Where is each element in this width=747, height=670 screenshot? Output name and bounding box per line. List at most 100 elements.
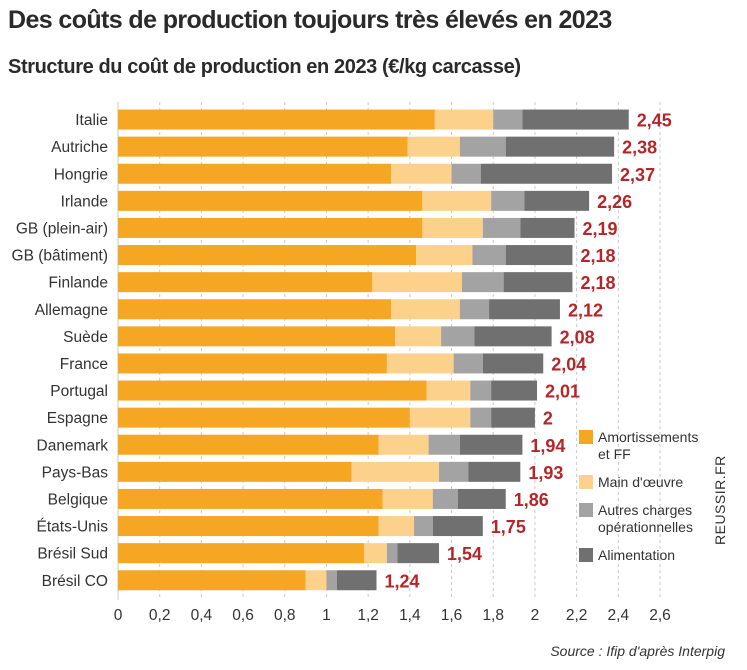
total-label: 1,75: [491, 517, 526, 537]
total-label: 2,18: [580, 273, 615, 293]
total-label: 2,26: [597, 192, 632, 212]
x-tick-label: 1,8: [482, 607, 504, 624]
bar-segment: [480, 163, 613, 184]
bar-segment: [372, 272, 462, 293]
category-label: Suède: [63, 329, 108, 346]
legend-label: Main d'œuvre: [598, 474, 683, 490]
total-label: 2,01: [545, 382, 580, 402]
legend-swatch: [579, 503, 593, 517]
legend-label: Alimentation: [598, 547, 675, 563]
bar-segment: [491, 380, 538, 401]
total-label: 2,38: [622, 138, 657, 158]
total-label: 2,19: [583, 219, 618, 239]
bar-segment: [520, 217, 575, 238]
legend-label: Amortissements: [598, 429, 698, 445]
bar-segment: [503, 272, 573, 293]
bar-segment: [432, 488, 458, 509]
bar-segment: [407, 136, 460, 157]
category-label: Belgique: [48, 491, 108, 508]
legend-label: opérationnelles: [598, 519, 693, 535]
total-label: 2,12: [568, 300, 603, 320]
total-label: 2,08: [560, 327, 595, 347]
bar-segment: [505, 136, 615, 157]
chart-subtitle: Structure du coût de production en 2023 …: [8, 56, 521, 78]
bar-segment: [470, 407, 492, 428]
bar-segment: [118, 190, 423, 211]
bar-segment: [118, 516, 379, 537]
bar-segment: [351, 461, 440, 482]
category-label: Finlande: [49, 275, 108, 292]
category-label: GB (plein-air): [16, 220, 108, 237]
category-label: France: [60, 356, 108, 373]
x-tick-label: 0: [114, 607, 123, 624]
bar-segment: [118, 434, 379, 455]
bar-segment: [386, 353, 454, 374]
bar-segment: [326, 570, 337, 591]
bar-segment: [422, 217, 483, 238]
category-label: GB (bâtiment): [12, 248, 108, 265]
bar-segment: [432, 516, 483, 537]
bar-segment: [472, 245, 506, 266]
bar-segment: [482, 353, 544, 374]
bar-segment: [118, 136, 408, 157]
bar-segment: [118, 245, 417, 266]
x-tick-label: 1,6: [441, 607, 463, 624]
bar-segment: [305, 570, 327, 591]
bar-segment: [378, 434, 429, 455]
total-label: 2,45: [637, 111, 672, 131]
category-label: Portugal: [50, 383, 108, 400]
bar-segment: [118, 272, 373, 293]
x-tick-label: 2,2: [566, 607, 588, 624]
bar-segment: [522, 109, 629, 130]
category-label: Brésil Sud: [37, 546, 108, 563]
bar-segment: [474, 326, 552, 347]
bar-segment: [118, 543, 364, 564]
legend-swatch: [579, 430, 593, 444]
bar-segment: [457, 488, 506, 509]
x-tick-label: 0,2: [149, 607, 171, 624]
bar-segment: [118, 380, 427, 401]
bar-segment: [470, 380, 492, 401]
bar-segment: [386, 543, 398, 564]
bar-segment: [422, 190, 492, 211]
bar-segment: [391, 299, 460, 320]
bar-segment: [493, 109, 523, 130]
bar-segment: [482, 217, 521, 238]
bar-segment: [118, 353, 387, 374]
category-label: Irlande: [61, 193, 108, 210]
category-label: Brésil CO: [42, 573, 108, 590]
total-label: 2,18: [580, 246, 615, 266]
total-label: 2: [543, 409, 553, 429]
bar-segment: [336, 570, 377, 591]
bar-segment: [409, 407, 471, 428]
bar-segment: [363, 543, 387, 564]
bar-segment: [414, 516, 433, 537]
bar-segment: [505, 245, 573, 266]
legend-label: Autres charges: [598, 502, 692, 518]
bar-segment: [118, 407, 410, 428]
bar-segment: [489, 299, 560, 320]
total-label: 2,37: [620, 165, 655, 185]
bar-segment: [459, 434, 523, 455]
total-label: 1,94: [530, 436, 565, 456]
bar-segment: [395, 326, 442, 347]
total-label: 1,54: [447, 544, 482, 564]
bar-segment: [491, 190, 525, 211]
bar-segment: [118, 461, 352, 482]
bar-segment: [468, 461, 521, 482]
x-tick-label: 2,6: [649, 607, 671, 624]
bar-segment: [382, 488, 433, 509]
category-label: Hongrie: [54, 166, 108, 183]
category-label: Espagne: [47, 410, 108, 427]
bar-segment: [397, 543, 440, 564]
bar-segment: [439, 461, 469, 482]
bar-segment: [451, 163, 481, 184]
watermark: REUSSIR.FR: [712, 455, 728, 545]
x-tick-label: 1,2: [357, 607, 379, 624]
bar-segment: [378, 516, 415, 537]
bar-segment: [491, 407, 535, 428]
category-label: États-Unis: [37, 519, 109, 536]
bar-segment: [524, 190, 590, 211]
bar-segment: [118, 109, 435, 130]
